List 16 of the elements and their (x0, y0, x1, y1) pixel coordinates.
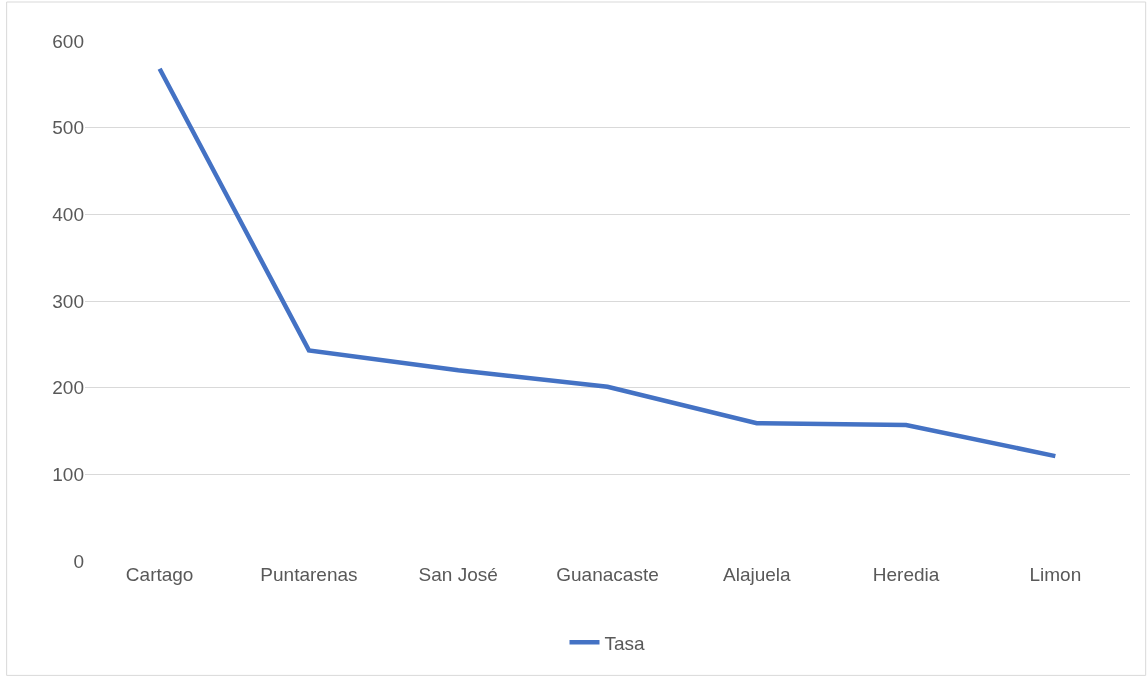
y-tick-label: 400 (52, 203, 84, 225)
y-tick-label: 300 (52, 290, 84, 312)
x-tick-label: Heredia (872, 564, 940, 585)
legend-label: Tasa (604, 632, 646, 654)
y-tick-label: 500 (52, 117, 84, 139)
x-tick-label: Puntarenas (260, 564, 358, 585)
x-tick-label: Cartago (125, 564, 194, 585)
y-tick-label: 100 (52, 463, 84, 485)
y-tick-label: 0 (73, 550, 84, 572)
x-tick-label: San José (418, 564, 498, 585)
x-tick-label: Guanacaste (556, 564, 659, 585)
y-tick-label: 600 (52, 30, 84, 52)
x-tick-label: Limon (1029, 564, 1082, 585)
x-tick-label: Alajuela (722, 564, 792, 585)
line-series (157, 66, 1058, 459)
y-tick-label: 200 (52, 377, 84, 399)
